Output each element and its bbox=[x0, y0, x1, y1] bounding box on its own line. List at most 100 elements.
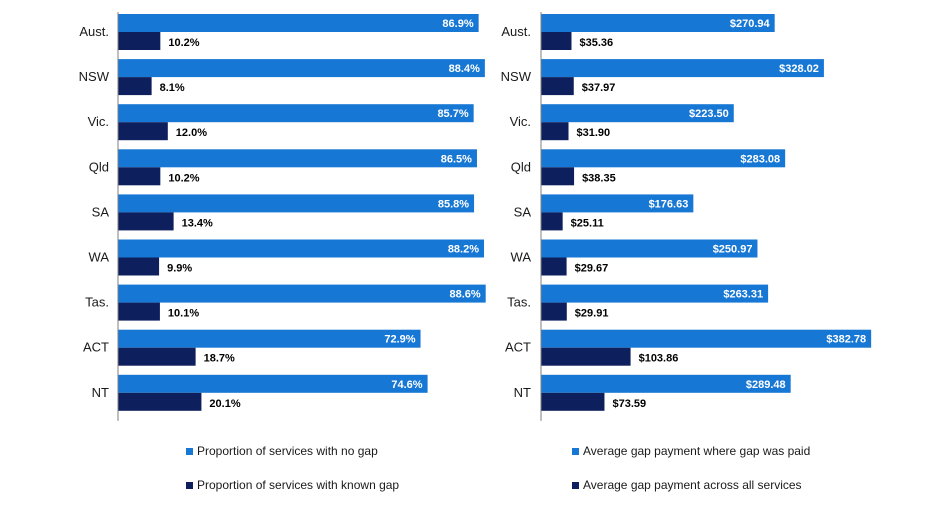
bar-series-1 bbox=[541, 239, 758, 258]
data-label-series-2: $103.86 bbox=[639, 353, 679, 365]
bar-series-2 bbox=[118, 77, 152, 96]
bar-series-1 bbox=[541, 59, 824, 78]
category-label: Tas. bbox=[85, 295, 109, 310]
bar-series-2 bbox=[541, 392, 605, 411]
bar-series-2 bbox=[118, 347, 196, 366]
data-label-series-2: 20.1% bbox=[209, 398, 240, 410]
bar-series-2 bbox=[118, 257, 160, 276]
chart-2: Aust. $270.94 $35.36 NSW $328.02 $37.97 Vic. $2… bbox=[501, 12, 872, 492]
bar-series-1 bbox=[118, 194, 475, 213]
bar-series-1 bbox=[118, 14, 479, 32]
bar-series-1 bbox=[541, 104, 734, 123]
data-label-series-2: $29.67 bbox=[575, 263, 609, 275]
bar-series-2 bbox=[118, 122, 168, 141]
bar-series-2 bbox=[118, 32, 161, 50]
bar-series-1 bbox=[118, 59, 485, 78]
bar-series-2 bbox=[541, 32, 572, 50]
bar-series-1 bbox=[118, 149, 477, 168]
category-label: ACT bbox=[505, 340, 531, 355]
data-label-series-1: 88.2% bbox=[448, 244, 479, 256]
bar-series-2 bbox=[541, 122, 569, 141]
data-label-series-2: $29.91 bbox=[575, 308, 609, 320]
bar-series-2 bbox=[118, 392, 202, 411]
bar-series-2 bbox=[118, 167, 161, 186]
legend-swatch-series-1 bbox=[572, 448, 579, 455]
data-label-series-1: $263.31 bbox=[723, 289, 763, 301]
legend-swatch-series-1 bbox=[186, 448, 193, 455]
data-label-series-2: 9.9% bbox=[167, 263, 192, 275]
data-label-series-1: $176.63 bbox=[649, 198, 689, 210]
data-label-series-1: $328.02 bbox=[779, 63, 819, 75]
data-label-series-2: 13.4% bbox=[182, 217, 213, 229]
category-label: NT bbox=[514, 385, 531, 400]
bar-series-1 bbox=[118, 284, 486, 303]
data-label-series-1: $223.50 bbox=[689, 108, 729, 120]
data-label-series-2: 10.2% bbox=[168, 37, 199, 49]
bar-series-1 bbox=[118, 374, 428, 393]
data-label-series-2: $38.35 bbox=[582, 172, 616, 184]
category-label: Tas. bbox=[507, 295, 531, 310]
legend-label-series-1: Proportion of services with no gap bbox=[197, 444, 378, 458]
data-label-series-2: $25.11 bbox=[571, 217, 604, 229]
bar-series-1 bbox=[541, 374, 791, 393]
bar-series-1 bbox=[541, 14, 775, 32]
category-label: WA bbox=[511, 250, 532, 265]
category-label: SA bbox=[514, 204, 532, 219]
bar-series-2 bbox=[118, 302, 160, 321]
data-label-series-2: $37.97 bbox=[582, 82, 616, 94]
bar-series-2 bbox=[118, 212, 174, 231]
bar-series-2 bbox=[541, 167, 575, 186]
category-label: NT bbox=[92, 385, 109, 400]
category-label: NSW bbox=[501, 69, 532, 84]
data-label-series-1: 74.6% bbox=[391, 379, 422, 391]
data-label-series-1: 86.9% bbox=[442, 18, 473, 30]
data-label-series-2: $31.90 bbox=[577, 127, 611, 139]
category-label: Qld bbox=[89, 159, 109, 174]
category-label: NSW bbox=[79, 69, 110, 84]
data-label-series-1: 85.7% bbox=[437, 108, 468, 120]
category-label: SA bbox=[92, 204, 110, 219]
bar-series-2 bbox=[541, 77, 574, 96]
chart-1: Aust. 86.9% 10.2% NSW 88.4% 8.1% Vic. 85.7% 12.0… bbox=[79, 12, 486, 492]
data-label-series-1: 86.5% bbox=[441, 153, 472, 165]
category-label: ACT bbox=[83, 340, 109, 355]
data-label-series-2: 12.0% bbox=[176, 127, 207, 139]
bar-series-2 bbox=[541, 212, 563, 231]
legend-label-series-2: Proportion of services with known gap bbox=[197, 478, 399, 492]
legend-label-series-1: Average gap payment where gap was paid bbox=[583, 444, 810, 458]
bar-series-2 bbox=[541, 347, 631, 366]
bar-series-1 bbox=[541, 284, 769, 303]
bar-series-1 bbox=[118, 329, 421, 348]
bar-series-2 bbox=[541, 302, 567, 321]
category-label: Vic. bbox=[510, 114, 531, 129]
data-label-series-1: $289.48 bbox=[746, 379, 786, 391]
bar-series-1 bbox=[541, 329, 872, 348]
data-label-series-2: 18.7% bbox=[204, 353, 235, 365]
legend-swatch-series-2 bbox=[572, 482, 579, 489]
legend-label-series-2: Average gap payment across all services bbox=[583, 478, 802, 492]
category-label: WA bbox=[89, 250, 110, 265]
category-label: Aust. bbox=[79, 24, 109, 39]
data-label-series-1: $270.94 bbox=[730, 18, 771, 30]
category-label: Aust. bbox=[501, 24, 531, 39]
bar-series-1 bbox=[118, 239, 485, 258]
data-label-series-1: 88.4% bbox=[449, 63, 480, 75]
data-label-series-1: 85.8% bbox=[438, 198, 469, 210]
category-label: Vic. bbox=[88, 114, 109, 129]
data-label-series-1: 72.9% bbox=[384, 334, 415, 346]
data-label-series-1: $250.97 bbox=[713, 244, 753, 256]
data-label-series-2: $35.36 bbox=[579, 37, 613, 49]
bar-series-1 bbox=[541, 149, 786, 168]
category-label: Qld bbox=[511, 159, 531, 174]
data-label-series-1: 88.6% bbox=[449, 289, 480, 301]
data-label-series-2: $73.59 bbox=[612, 398, 646, 410]
legend-swatch-series-2 bbox=[186, 482, 193, 489]
data-label-series-1: $382.78 bbox=[826, 334, 866, 346]
bar-series-2 bbox=[541, 257, 567, 276]
data-label-series-2: 8.1% bbox=[160, 82, 185, 94]
data-label-series-2: 10.1% bbox=[168, 308, 199, 320]
data-label-series-1: $283.08 bbox=[740, 153, 780, 165]
bar-series-1 bbox=[541, 194, 694, 213]
